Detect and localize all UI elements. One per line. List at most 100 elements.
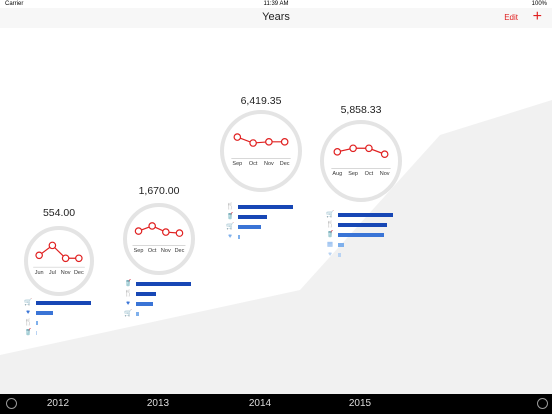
category-row[interactable]: 🥤	[226, 213, 301, 220]
fork-knife-icon: 🍴	[226, 203, 235, 210]
trend-point	[233, 133, 242, 141]
category-bar	[238, 235, 240, 239]
month-label: Dec	[73, 269, 84, 276]
trend-point	[75, 254, 83, 263]
heart-icon: ♥	[26, 309, 30, 316]
heart-icon: ♥	[228, 233, 232, 240]
category-bar	[36, 311, 54, 315]
year-total: 1,670.00	[138, 185, 180, 197]
month-label: Dec	[174, 247, 185, 254]
month-label: Oct	[364, 171, 374, 178]
trend-point	[280, 138, 289, 146]
battery-label: 100%	[531, 1, 547, 7]
heart-icon: ♥	[328, 251, 332, 258]
trend-point	[48, 241, 57, 250]
year-tab-bar: 2012 2013 2014 2015	[0, 394, 552, 414]
category-row[interactable]: 🥤	[326, 231, 401, 238]
category-bar	[36, 331, 37, 335]
month-label: Nov	[379, 171, 390, 178]
carrier-label: Carrier	[5, 1, 24, 7]
month-label: Jun	[34, 269, 44, 276]
fork-knife-icon: 🍴	[24, 319, 33, 326]
cup-icon: 🥤	[226, 213, 235, 220]
page-title: Years	[262, 11, 290, 23]
category-bar	[136, 302, 154, 306]
category-bar	[136, 292, 157, 296]
category-row[interactable]: 🛒	[226, 223, 301, 230]
category-bar	[338, 243, 344, 247]
tab-2015[interactable]: 2015	[348, 398, 372, 409]
category-row[interactable]: ♥	[24, 309, 99, 316]
trend-background	[0, 100, 552, 394]
fork-knife-icon: 🍴	[326, 221, 335, 228]
trend-point	[61, 254, 70, 263]
sparkline	[231, 133, 291, 159]
month-label: Dec	[279, 161, 290, 168]
cart-icon: 🛒	[326, 211, 335, 218]
category-row[interactable]: 🥤	[124, 280, 199, 287]
month-label: Sep	[133, 247, 144, 254]
trend-point	[134, 227, 143, 235]
circle-icon[interactable]	[6, 398, 17, 409]
year-total: 6,419.35	[240, 95, 282, 107]
category-row[interactable]: 🥤	[24, 329, 99, 336]
category-row[interactable]: ♥	[226, 233, 301, 240]
year-total: 5,858.33	[340, 104, 382, 116]
tab-2014[interactable]: 2014	[248, 398, 272, 409]
circle-icon[interactable]	[537, 398, 548, 409]
add-button[interactable]: +	[532, 8, 542, 25]
month-label: Nov	[264, 161, 274, 168]
status-bar: Carrier 11:39 AM 100%	[0, 0, 552, 8]
month-trend-circle[interactable]: Jun Jul Nov Dec	[24, 226, 94, 296]
trend-point	[349, 144, 357, 153]
category-bar	[238, 205, 294, 209]
category-bar	[338, 253, 341, 257]
category-row[interactable]: ♥	[326, 251, 401, 258]
cinema-icon: ▦	[326, 241, 334, 248]
sparkline	[33, 241, 85, 268]
month-trend-circle[interactable]: Sep Oct Nov Dec	[220, 110, 302, 192]
category-bar	[136, 282, 192, 286]
sparkline	[331, 144, 391, 169]
cart-icon: 🛒	[124, 310, 133, 317]
trend-point	[35, 251, 43, 260]
category-bar	[36, 301, 92, 305]
trend-point	[249, 139, 257, 147]
category-row[interactable]: 🍴	[124, 290, 199, 297]
category-row[interactable]: 🍴	[226, 203, 301, 210]
fork-knife-icon: 🍴	[124, 290, 133, 297]
category-row[interactable]: 🍴	[24, 319, 99, 326]
nav-bar: Years Edit +	[0, 8, 552, 28]
category-bar	[136, 312, 139, 316]
cup-icon: 🥤	[326, 231, 335, 238]
trend-line	[337, 147, 385, 155]
trend-line	[138, 225, 180, 234]
category-bar	[338, 223, 388, 227]
cart-icon: 🛒	[226, 223, 235, 230]
tab-2012[interactable]: 2012	[46, 398, 70, 409]
month-label: Nov	[60, 269, 71, 276]
category-bar	[338, 213, 394, 217]
tab-2013[interactable]: 2013	[146, 398, 170, 409]
month-label: Nov	[160, 247, 171, 254]
category-row[interactable]: 🍴	[326, 221, 401, 228]
category-bar	[238, 215, 267, 219]
category-row[interactable]: 🛒	[24, 299, 99, 306]
edit-button[interactable]: Edit	[504, 13, 518, 22]
clock: 11:39 AM	[263, 1, 289, 7]
trend-line	[237, 136, 285, 144]
trend-point	[162, 228, 170, 236]
month-trend-circle[interactable]: Sep Oct Nov Dec	[123, 203, 195, 275]
month-label: Oct	[248, 161, 258, 168]
category-row[interactable]: ♥	[124, 300, 199, 307]
category-row[interactable]: 🛒	[326, 211, 401, 218]
category-row[interactable]: ▦	[326, 241, 401, 248]
trend-point	[333, 148, 342, 156]
year-total: 554.00	[42, 207, 76, 219]
category-bar	[238, 225, 262, 229]
trend-point	[365, 144, 373, 153]
category-bar	[36, 321, 38, 325]
heart-icon: ♥	[126, 300, 130, 307]
month-trend-circle[interactable]: Aug Sep Oct Nov	[320, 120, 402, 202]
category-row[interactable]: 🛒	[124, 310, 199, 317]
